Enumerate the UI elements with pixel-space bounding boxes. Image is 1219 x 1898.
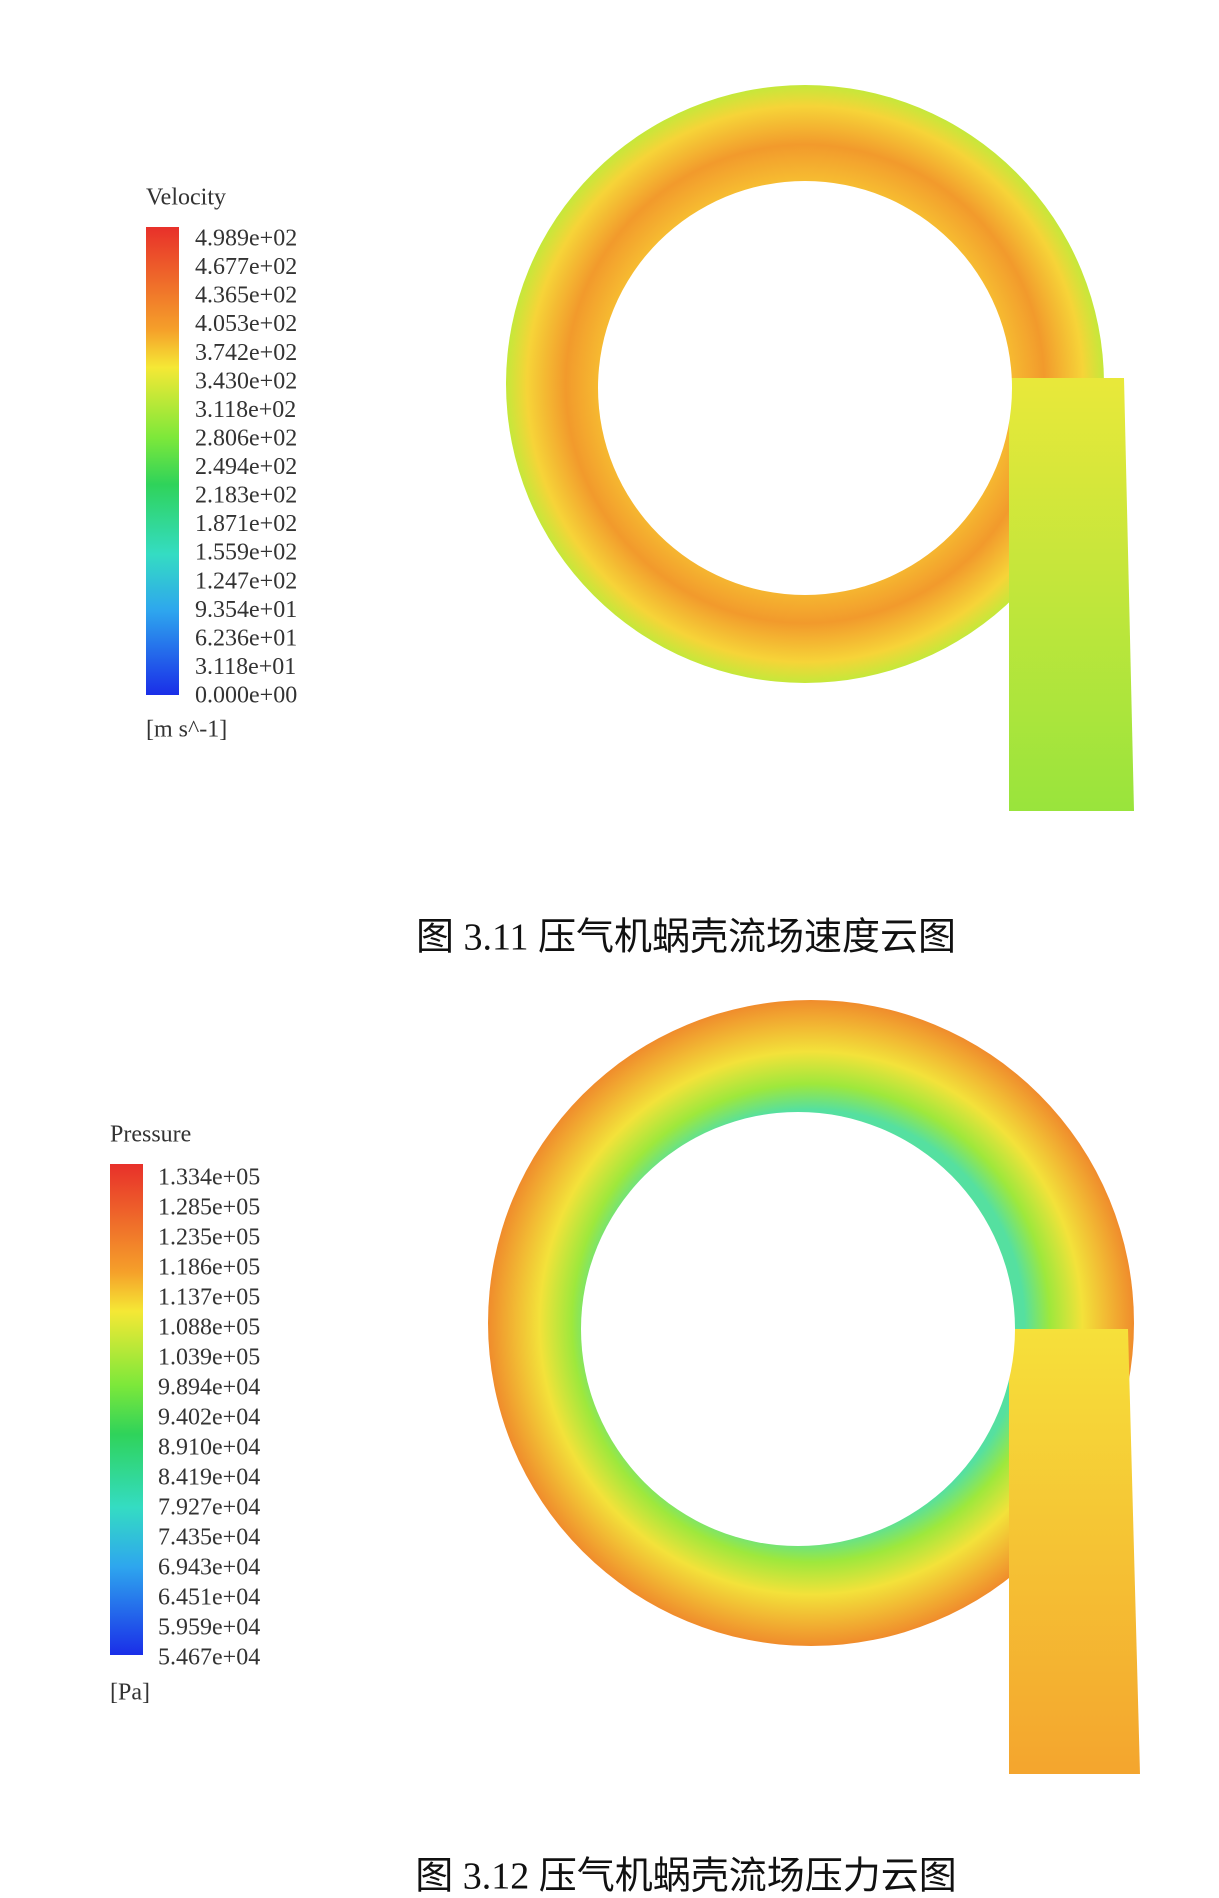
legend-label: 4.053e+02 [195,311,297,337]
legend-label: 6.236e+01 [195,625,297,651]
legend-label: 1.088e+05 [158,1315,260,1341]
legend-label: 1.285e+05 [158,1195,260,1221]
legend-label: 9.402e+04 [158,1405,260,1431]
legend-label: 1.871e+02 [195,511,297,537]
legend-label: 4.365e+02 [195,283,297,309]
legend-label: 9.354e+01 [195,597,297,623]
legend-label: 4.989e+02 [195,226,297,252]
legend-label: 3.118e+01 [195,654,296,680]
legend-title: Pressure [110,1122,191,1148]
legend-label: 5.467e+04 [158,1645,260,1671]
legend-label: 2.494e+02 [195,454,297,480]
color-bar [146,227,179,695]
legend-unit: [Pa] [110,1680,150,1706]
figure-pressure: Pressure [Pa] 图 3.12 压气机蜗壳流场压力云图 [110,1000,1140,1898]
legend-label: 4.677e+02 [195,254,297,280]
legend-label: 5.959e+04 [158,1615,260,1641]
legend-label: 8.419e+04 [158,1465,260,1491]
legend-label: 1.247e+02 [195,568,297,594]
volute-outlet [1009,1329,1140,1774]
legend-label: 2.183e+02 [195,483,297,509]
legend-label: 7.927e+04 [158,1495,260,1521]
volute-hole [598,181,1012,595]
legend-label: 1.137e+05 [158,1285,260,1311]
legend-label: 6.451e+04 [158,1585,260,1611]
legend-label: 1.235e+05 [158,1225,260,1251]
legend-label: 2.806e+02 [195,425,297,451]
caption: 图 3.11 压气机蜗壳流场速度云图 [416,917,956,959]
legend-label: 6.943e+04 [158,1555,260,1581]
caption: 图 3.12 压气机蜗壳流场压力云图 [415,1856,957,1898]
volute-outlet [1009,378,1134,811]
legend-label: 1.334e+05 [158,1165,260,1191]
legend-label: 3.430e+02 [195,368,297,394]
legend-label: 3.118e+02 [195,397,296,423]
legend-label: 8.910e+04 [158,1435,260,1461]
legend-unit: [m s^-1] [146,717,227,743]
legend-label: 9.894e+04 [158,1375,260,1401]
figure-velocity: Velocity [m s^-1] 图 3.11 压气机蜗壳流场速度云图 [146,85,1134,959]
legend-label: 1.559e+02 [195,540,297,566]
color-bar [110,1164,143,1655]
volute-hole [581,1112,1015,1546]
legend-label: 1.039e+05 [158,1345,260,1371]
legend-label: 3.742e+02 [195,340,297,366]
legend-label: 1.186e+05 [158,1255,260,1281]
legend-label: 7.435e+04 [158,1525,260,1551]
legend-label: 0.000e+00 [195,683,297,709]
legend-title: Velocity [146,185,226,211]
